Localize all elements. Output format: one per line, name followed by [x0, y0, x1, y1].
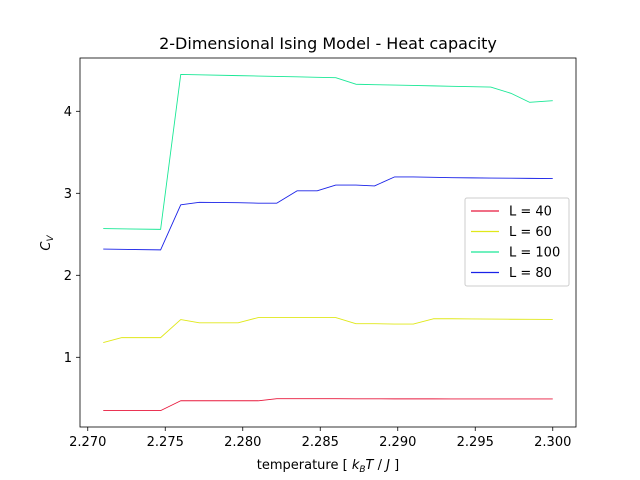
x-tick-label: 2.275: [147, 435, 184, 450]
series-line-1: [103, 317, 553, 343]
x-tick-label: 2.300: [534, 435, 571, 450]
series-layer: [103, 73, 553, 412]
x-tick-label: 2.270: [69, 435, 106, 450]
x-tick-label: 2.285: [302, 435, 339, 450]
x-tick-label: 2.295: [457, 435, 494, 450]
legend: L = 40 L = 60 L = 100 L = 80: [464, 197, 570, 287]
legend-box: [464, 197, 570, 287]
legend-entries: L = 40 L = 60 L = 100 L = 80: [471, 205, 560, 281]
y-tick-label: 2: [64, 269, 72, 284]
y-axis-ticks: 1 2 3 4: [64, 105, 80, 366]
x-tick-label: 2.290: [379, 435, 416, 450]
x-axis-label: temperature [ kBT / J ]: [257, 458, 399, 475]
y-tick-label: 4: [64, 105, 72, 120]
y-tick-label: 1: [64, 351, 72, 366]
y-axis-label: CV: [39, 235, 56, 251]
chart-title: 2-Dimensional Ising Model - Heat capacit…: [159, 34, 497, 53]
y-tick-label: 3: [64, 187, 72, 202]
legend-label-3: L = 80: [509, 266, 552, 281]
legend-label-1: L = 60: [509, 225, 552, 240]
series-line-3: [103, 176, 553, 251]
x-axis-ticks: 2.270 2.275 2.280 2.285 2.290 2.295 2.300: [69, 427, 571, 450]
legend-label-0: L = 40: [509, 205, 552, 220]
legend-label-2: L = 100: [509, 246, 560, 261]
series-line-0: [103, 398, 553, 412]
series-line-2: [103, 73, 553, 230]
x-tick-label: 2.280: [224, 435, 261, 450]
plot-frame: [79, 57, 577, 428]
